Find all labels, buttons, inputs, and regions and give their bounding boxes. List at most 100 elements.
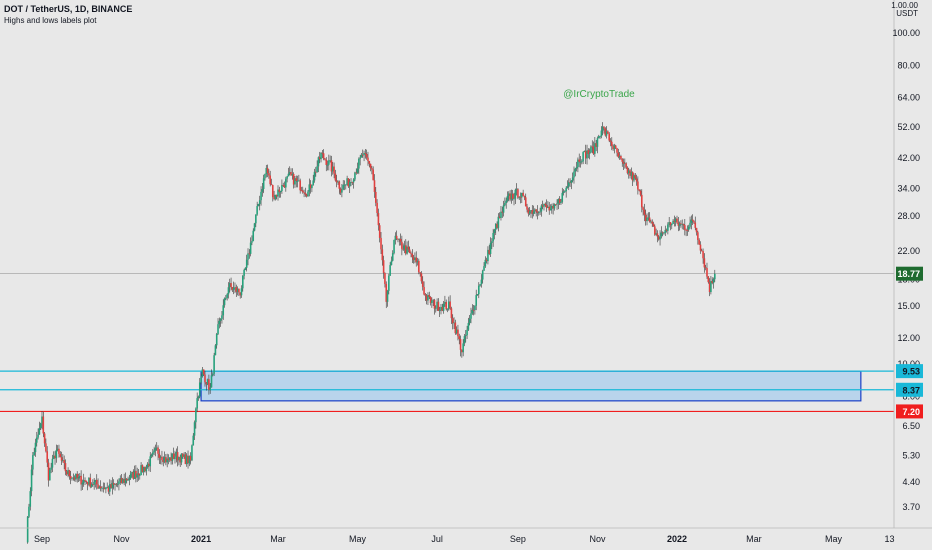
x-tick-label: May: [825, 534, 843, 544]
candle-body: [234, 287, 236, 289]
candle: [664, 225, 667, 236]
candle-body: [291, 173, 294, 176]
candle-body: [394, 235, 397, 240]
candle-body: [712, 279, 715, 284]
candle-body: [594, 143, 596, 154]
candle-body: [106, 487, 108, 489]
time-axis[interactable]: Sep Nov 2021 Mar May Jul Sep Nov 2022 Mar May 13: [34, 534, 895, 544]
candle: [273, 190, 275, 201]
candle: [274, 194, 277, 201]
candle-body: [152, 452, 154, 455]
candle: [608, 132, 610, 143]
candle-body: [451, 318, 454, 324]
candle-body: [62, 460, 64, 461]
candle: [629, 169, 631, 179]
candle: [170, 452, 172, 465]
candle: [228, 278, 231, 293]
candle-body: [35, 437, 38, 443]
candle: [668, 216, 670, 228]
candle-body: [138, 475, 141, 476]
candle-body: [367, 157, 369, 161]
candle: [218, 317, 221, 329]
candle: [403, 240, 406, 254]
candle-body: [704, 267, 707, 269]
candle-body: [247, 253, 249, 260]
candle-body: [567, 182, 570, 187]
candle-body: [573, 171, 575, 178]
candle-body: [196, 398, 198, 409]
candle-body: [557, 199, 560, 204]
candle: [222, 299, 225, 320]
candle: [578, 153, 581, 168]
candle: [528, 206, 531, 216]
candle: [50, 462, 52, 474]
candle: [106, 482, 108, 489]
candle: [711, 277, 714, 285]
candle: [71, 477, 73, 481]
candle-body: [592, 146, 595, 154]
y-tick-label: 6.50: [902, 421, 920, 431]
candle: [509, 190, 511, 202]
candle: [282, 182, 285, 187]
candle: [654, 224, 656, 236]
candle-body: [94, 479, 97, 483]
candle: [208, 374, 210, 395]
candle: [514, 188, 517, 205]
candle-body: [431, 300, 433, 303]
candle: [581, 159, 583, 165]
candle: [394, 232, 397, 245]
candle-body: [509, 193, 511, 200]
candle: [46, 446, 49, 468]
candle: [476, 294, 479, 296]
candle: [428, 291, 431, 300]
y-tick-label: 12.00: [897, 333, 920, 343]
candle-body: [55, 450, 58, 459]
candle: [588, 148, 591, 160]
candle: [457, 324, 459, 341]
candle-body: [326, 164, 329, 166]
candle-body: [69, 476, 72, 479]
candle-body: [88, 477, 90, 485]
candle-body: [111, 483, 114, 488]
candle: [518, 196, 521, 200]
candle-body: [583, 150, 586, 153]
candle-body: [411, 253, 414, 258]
candle: [67, 467, 69, 478]
candle-body: [374, 191, 377, 203]
candle-body: [253, 223, 256, 231]
candle-body: [454, 322, 457, 334]
candle: [554, 204, 557, 206]
candle: [655, 228, 657, 236]
candle: [227, 282, 230, 299]
candle-body: [185, 455, 188, 465]
candle-body: [564, 191, 566, 193]
candle-body: [633, 175, 635, 181]
candle: [63, 455, 65, 470]
candle-body: [378, 225, 381, 238]
candle: [583, 150, 586, 153]
candle: [480, 274, 483, 288]
candle-body: [128, 478, 131, 480]
candle-body: [45, 443, 47, 452]
candle-body: [155, 447, 158, 449]
candle-body: [95, 479, 98, 485]
candle: [142, 466, 145, 476]
candle: [144, 466, 146, 473]
candle-body: [206, 379, 209, 385]
candle: [369, 163, 372, 172]
candle: [167, 454, 170, 465]
candle: [620, 154, 622, 160]
candle-body: [562, 191, 565, 193]
candle: [321, 149, 324, 159]
candle-body: [131, 471, 133, 474]
candle: [665, 228, 668, 233]
candle: [176, 446, 179, 467]
candle-body: [43, 433, 46, 444]
candle: [275, 194, 278, 200]
candle-body: [148, 463, 150, 467]
candle: [174, 450, 176, 464]
candle: [699, 241, 702, 254]
candle: [523, 195, 526, 201]
candle: [710, 275, 712, 295]
